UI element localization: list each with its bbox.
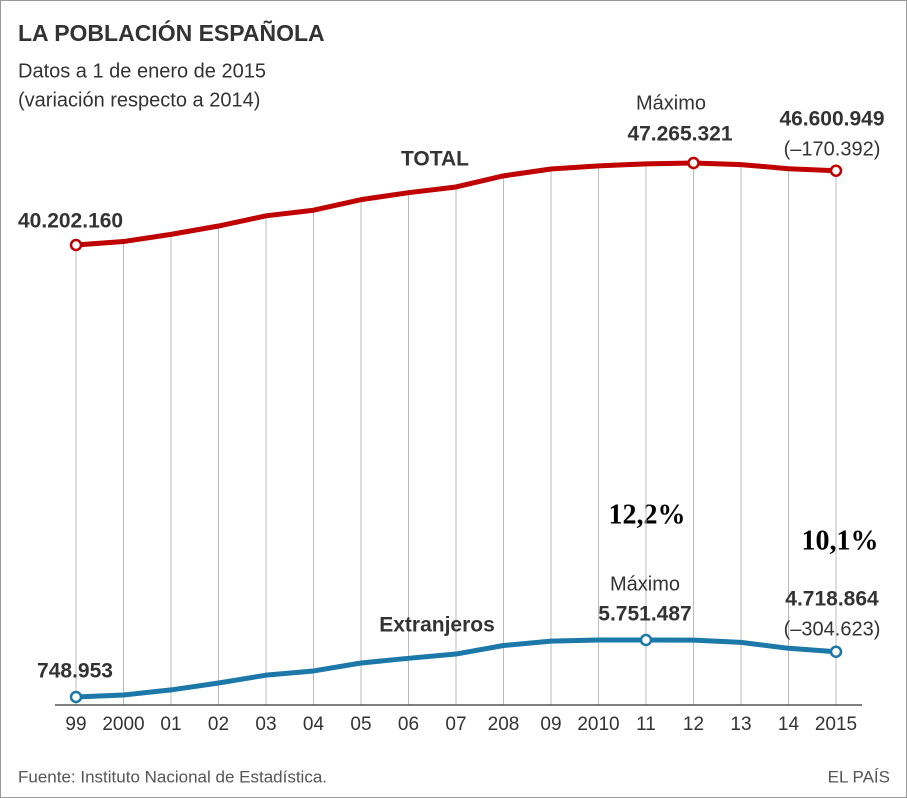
- x-tick-label: 12: [683, 714, 704, 735]
- value-label: 5.751.487: [598, 603, 691, 626]
- point-marker: [639, 633, 653, 647]
- value-label: 748.953: [37, 660, 113, 683]
- point-marker: [829, 645, 843, 659]
- x-tick-label: 05: [350, 714, 371, 735]
- x-tick-label: 02: [208, 714, 229, 735]
- annotation: 12,2%: [609, 499, 686, 530]
- x-tick-label: 06: [398, 714, 419, 735]
- value-label: 40.202.160: [18, 210, 123, 233]
- series-name: Extranjeros: [379, 614, 495, 637]
- x-tick-label: 14: [778, 714, 800, 735]
- x-tick-label: 2015: [815, 714, 857, 735]
- annotation: 10,1%: [802, 525, 879, 556]
- x-tick-label: 04: [303, 714, 325, 735]
- subtitle: (variación respecto a 2014): [18, 89, 260, 111]
- point-marker: [829, 164, 843, 177]
- change-label: (–304.623): [784, 618, 881, 640]
- max-label: Máximo: [610, 573, 680, 595]
- x-tick-label: 01: [160, 714, 181, 735]
- point-marker: [69, 690, 83, 704]
- series-line: [75, 160, 837, 248]
- change-label: (–170.392): [784, 138, 881, 160]
- subtitle: Datos a 1 de enero de 2015: [18, 60, 266, 82]
- series-name: TOTAL: [401, 148, 469, 171]
- source: Fuente: Instituto Nacional de Estadístic…: [18, 767, 327, 786]
- max-label: Máximo: [636, 92, 706, 114]
- series-line: [75, 637, 837, 700]
- x-tick-label: 09: [540, 714, 561, 735]
- x-tick-label: 2010: [577, 714, 619, 735]
- x-tick-label: 03: [255, 714, 276, 735]
- x-tick-label: 11: [636, 714, 656, 735]
- value-label: 47.265.321: [627, 123, 732, 146]
- x-tick-label: 07: [445, 714, 466, 735]
- value-label: 4.718.864: [785, 588, 879, 611]
- x-tick-label: 208: [488, 714, 520, 735]
- credit: EL PAÍS: [828, 767, 890, 786]
- point-marker: [69, 238, 83, 252]
- value-label: 46.600.949: [779, 108, 884, 131]
- x-tick-label: 13: [730, 714, 751, 735]
- chart-title: LA POBLACIÓN ESPAÑOLA: [18, 19, 325, 46]
- x-tick-label: 2000: [102, 714, 144, 735]
- x-tick-label: 99: [65, 714, 86, 735]
- point-marker: [687, 156, 700, 170]
